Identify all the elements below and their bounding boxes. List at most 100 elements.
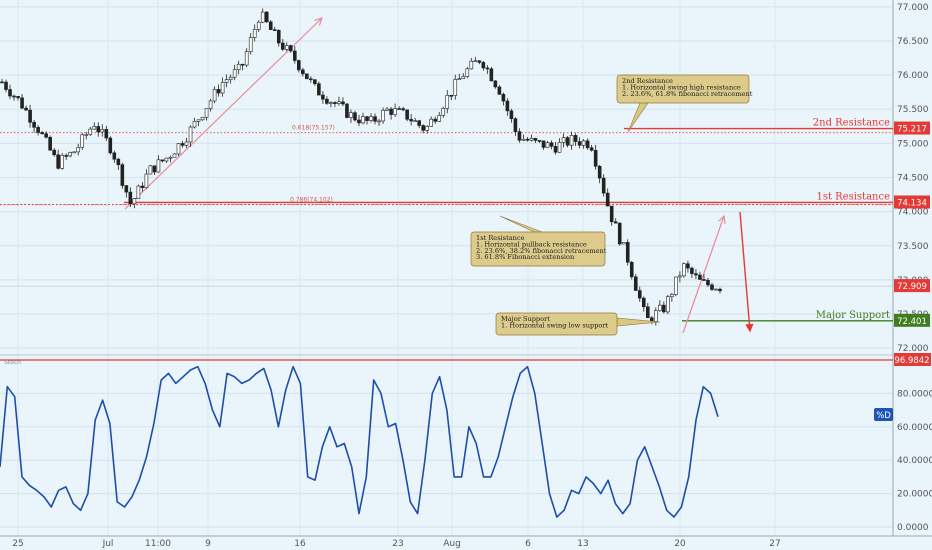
candle-body xyxy=(505,100,510,112)
candle-body xyxy=(196,119,201,122)
candle-body xyxy=(429,118,433,127)
candle-body xyxy=(714,288,718,291)
candle-body xyxy=(313,79,317,84)
candle-body xyxy=(465,68,470,77)
candle-body xyxy=(477,60,482,63)
price-tag-label: 74.134 xyxy=(897,198,927,208)
candle-body xyxy=(501,94,506,102)
time-tick-label: 23 xyxy=(392,539,403,549)
candles xyxy=(0,8,722,326)
candle-body xyxy=(437,115,442,122)
candle-body xyxy=(585,140,590,149)
candle-body xyxy=(457,78,462,80)
time-tick-label: Jul xyxy=(102,539,114,549)
price-tick-label: 76.000 xyxy=(897,71,929,81)
candle-body xyxy=(409,118,413,122)
candle-body xyxy=(469,60,474,70)
candle-body xyxy=(658,304,662,311)
time-tick-label: 16 xyxy=(294,539,306,549)
time-tick-label: 27 xyxy=(769,539,780,549)
candle-body xyxy=(28,109,32,123)
candle-body xyxy=(168,156,173,159)
candle-body xyxy=(260,11,265,23)
candle-body xyxy=(160,159,165,162)
candle-body xyxy=(605,192,610,207)
candle-body xyxy=(156,159,161,173)
candle-body xyxy=(381,110,385,122)
stoch-tick-label: 60.0000 xyxy=(897,423,932,433)
candle-body xyxy=(413,120,417,122)
candle-body xyxy=(268,21,273,30)
candle-body xyxy=(541,140,546,148)
candle-body xyxy=(92,126,97,130)
candle-body xyxy=(228,76,233,80)
candle-body xyxy=(132,198,137,205)
candle-body xyxy=(682,263,686,277)
candle-body xyxy=(674,276,678,295)
candle-body xyxy=(597,165,602,179)
candle-body xyxy=(345,103,349,118)
time-tick-label: 9 xyxy=(205,539,211,549)
stoch-grid xyxy=(0,392,893,528)
candle-body xyxy=(144,173,149,188)
candle-body xyxy=(244,51,249,66)
candle-body xyxy=(0,81,4,84)
candle-body xyxy=(561,137,566,143)
candle-body xyxy=(276,29,281,44)
candle-body xyxy=(377,120,381,123)
candle-body xyxy=(272,29,277,31)
level-label: 2nd Resistance xyxy=(813,118,890,129)
candle-body xyxy=(337,101,341,104)
candle-body xyxy=(297,60,301,71)
price-tick-label: 77.000 xyxy=(897,3,929,13)
candle-body xyxy=(176,143,181,155)
candle-body xyxy=(309,78,313,81)
price-tick-label: 73.500 xyxy=(897,242,929,252)
time-axis: 25 Jul 11:00 9 16 23 Aug 6 13 20 27 xyxy=(12,539,780,549)
candle-body xyxy=(533,137,538,141)
candle-body xyxy=(72,151,77,154)
candle-body xyxy=(670,294,674,297)
note-box xyxy=(495,312,618,336)
stoch-top-tag-label: 96.9842 xyxy=(894,356,929,366)
candle-body xyxy=(425,125,429,131)
note-line: 1. Horizontal pullback resistance xyxy=(476,240,587,248)
time-tick-label: 13 xyxy=(577,539,588,549)
candle-body xyxy=(80,134,85,148)
candle-body xyxy=(192,121,197,128)
candle-body xyxy=(637,290,642,299)
candle-body xyxy=(104,129,109,139)
candle-body xyxy=(301,69,305,75)
stoch-axis: 0.0000 20.0000 40.0000 60.0000 80.0000 xyxy=(897,389,932,533)
candle-body xyxy=(577,141,582,146)
price-tag-label: 72.401 xyxy=(897,317,927,327)
series-tag-label: %D xyxy=(876,411,891,421)
candle-body xyxy=(280,42,285,50)
candle-body xyxy=(20,97,24,109)
candle-body xyxy=(718,288,722,292)
level-lines: 0.618(75.157) 0.786(74.102) 2nd Resistance… xyxy=(0,118,893,361)
candle-body xyxy=(629,261,634,278)
candle-body xyxy=(325,98,329,104)
price-tick-label: 76.500 xyxy=(897,37,929,47)
candle-body xyxy=(706,279,710,286)
candle-body xyxy=(212,88,217,102)
fib-label: 0.618(75.157) xyxy=(292,125,335,132)
candle-body xyxy=(84,134,89,136)
time-tick-label: Aug xyxy=(443,539,461,549)
candle-body xyxy=(32,121,36,128)
candle-body xyxy=(445,94,450,109)
candle-body xyxy=(698,274,702,280)
price-tick-label: 72.000 xyxy=(897,344,929,354)
price-tags: 75.217 74.134 72.909 72.401 96.9842 %D xyxy=(874,121,931,421)
candle-body xyxy=(48,136,52,151)
candle-body xyxy=(525,138,530,141)
stoch-tick-label: 20.0000 xyxy=(897,490,932,500)
candle-body xyxy=(686,263,690,269)
candle-body xyxy=(357,119,361,124)
candle-body xyxy=(317,83,321,96)
candle-body xyxy=(68,152,72,157)
candle-body xyxy=(248,37,253,53)
